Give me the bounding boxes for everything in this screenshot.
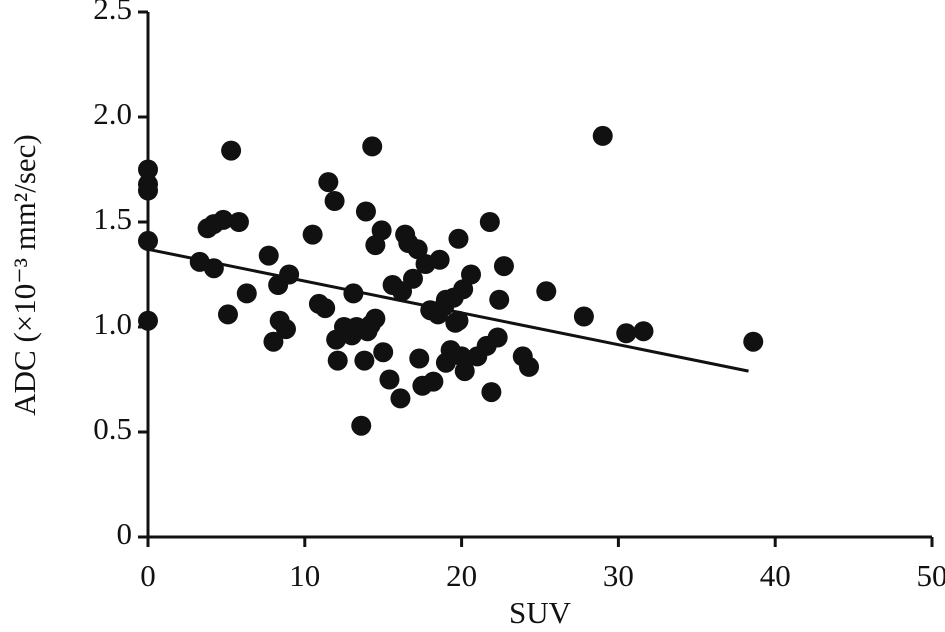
data-point [479,212,500,232]
data-point [360,314,381,335]
data-point [423,371,444,392]
data-point [536,281,557,302]
data-point [263,331,284,352]
data-point [236,283,257,304]
y-tick-label: 1.5 [93,201,132,236]
data-point [371,220,392,241]
data-point [481,382,502,403]
data-point [138,230,158,251]
x-tick-label: 10 [289,558,320,593]
data-point [407,239,428,260]
data-point [453,279,474,300]
data-point [616,323,637,344]
data-point [379,369,400,390]
data-point [138,159,158,180]
data-point [318,172,339,193]
x-axis-label: SUV [509,595,572,630]
data-point [213,209,234,230]
data-point [448,228,469,249]
data-point [355,201,376,222]
x-tick-label: 0 [140,558,156,593]
data-point [592,125,613,146]
data-point [489,289,510,310]
data-point [315,298,336,319]
data-point [217,304,238,325]
data-point [351,415,372,436]
y-tick-label: 1.0 [93,306,132,341]
x-tick-label: 40 [760,558,791,593]
data-point [429,249,450,270]
data-point [138,180,158,201]
data-point [487,327,508,348]
data-point [461,264,482,285]
x-tick-label: 50 [917,558,945,593]
y-axis-label: ADC (×10⁻³ mm²/sec) [7,134,42,415]
data-point [302,224,323,245]
data-point [445,312,466,333]
trend-line [147,247,749,373]
data-point [454,361,475,382]
y-tick-label: 0.5 [93,411,132,446]
data-point [354,350,375,371]
data-point [275,319,296,340]
data-point [402,268,423,289]
data-point [343,283,364,304]
data-point [573,306,594,327]
data-point [324,191,345,211]
data-point [435,289,456,310]
y-tick-label: 2.0 [93,96,132,131]
data-point [138,310,158,331]
data-point [362,136,383,157]
data-point [221,140,242,161]
data-point [633,321,654,342]
data-point [258,245,279,266]
data-point [228,212,249,232]
data-point [743,331,764,352]
data-point [519,356,540,377]
x-tick-label: 20 [446,558,477,593]
data-point [279,264,300,285]
y-tick-label: 0 [117,516,133,551]
data-point [327,350,348,371]
x-tick-label: 30 [603,558,634,593]
y-tick-label: 2.5 [93,0,132,26]
data-point [390,388,411,409]
data-point [341,325,362,346]
data-point [373,342,394,363]
data-point [409,348,430,369]
data-point [493,256,514,277]
